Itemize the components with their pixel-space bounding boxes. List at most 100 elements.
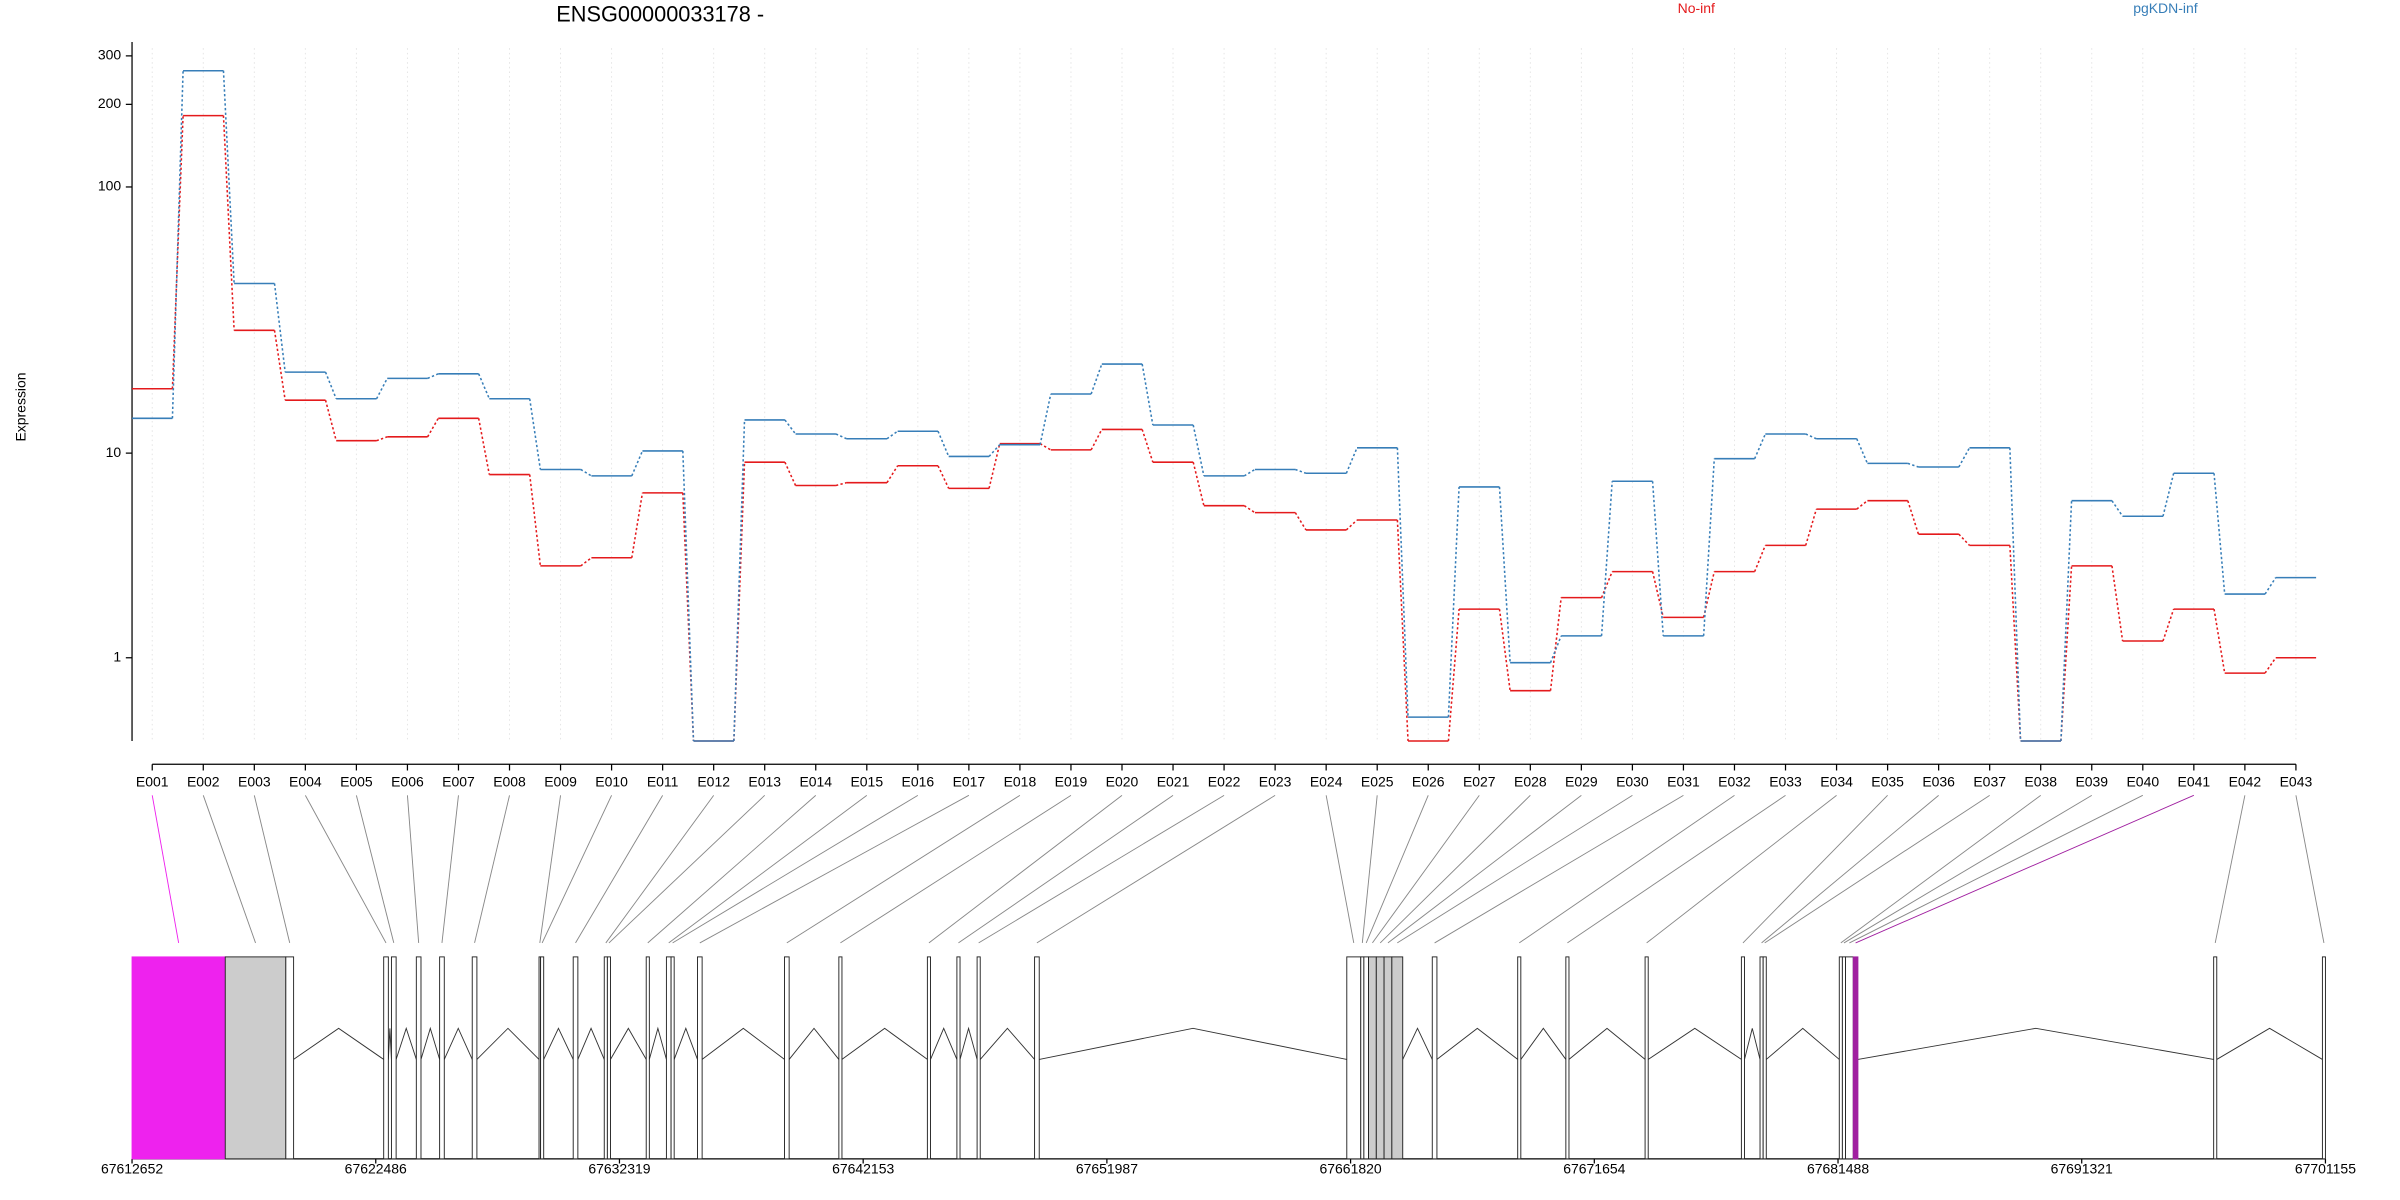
step-connector	[2213, 608, 2226, 674]
exon	[224, 956, 287, 1160]
intron	[841, 1027, 928, 1060]
x-tick-label: E016	[902, 774, 935, 790]
x-tick-label: E025	[1361, 774, 1394, 790]
y-tick-label: 200	[98, 95, 122, 111]
exon-link	[441, 795, 459, 943]
x-tick-label: E043	[2280, 774, 2313, 790]
exon	[1852, 956, 1859, 1160]
exon-link	[151, 795, 180, 943]
exon	[838, 956, 843, 1160]
step-connector	[835, 433, 847, 440]
genome-tick-label: 67651987	[1076, 1160, 1138, 1176]
exon	[784, 956, 790, 1160]
step-connector	[2162, 608, 2175, 642]
x-tick-label: E036	[1922, 774, 1955, 790]
intron	[610, 1027, 647, 1060]
step-connector	[171, 70, 184, 419]
genome-tick-label: 67632319	[588, 1160, 650, 1176]
genome-tick-label: 67661820	[1320, 1160, 1382, 1176]
step-connector	[1907, 500, 1920, 535]
x-tick-label: E004	[289, 774, 322, 790]
step-connector	[1958, 447, 1971, 468]
x-tick-label: E005	[340, 774, 373, 790]
x-tick-label: E010	[595, 774, 628, 790]
exon	[285, 956, 295, 1160]
y-tick-label: 100	[98, 178, 122, 194]
step-connector	[1651, 481, 1665, 636]
step-connector	[477, 373, 491, 400]
exon	[2213, 956, 2218, 1160]
exon	[1517, 956, 1522, 1160]
step-connector	[324, 371, 337, 400]
step-connector	[2060, 500, 2073, 742]
x-tick-label: E030	[1616, 774, 1649, 790]
step-connector	[171, 115, 184, 389]
exon-link	[1849, 794, 2144, 944]
x-tick-label: E017	[953, 774, 986, 790]
x-tick-label: E013	[748, 774, 781, 790]
exon-link	[1646, 794, 1837, 944]
step-connector	[1345, 519, 1358, 531]
intron	[476, 1027, 540, 1060]
intron	[979, 1027, 1035, 1060]
genome-tick-label: 67642153	[832, 1160, 894, 1176]
exon	[1363, 956, 1369, 1160]
exon	[390, 956, 397, 1160]
exon-link	[958, 794, 1174, 944]
x-tick-label: E035	[1871, 774, 1904, 790]
exon	[670, 956, 675, 1160]
intron	[1520, 1027, 1567, 1060]
intron	[395, 1026, 417, 1060]
intron	[701, 1027, 785, 1060]
exon	[645, 956, 650, 1160]
exon-link	[1764, 794, 1990, 944]
step-connector	[733, 419, 746, 741]
exon	[1034, 956, 1040, 1160]
exon	[1391, 956, 1404, 1160]
intron	[1744, 1028, 1761, 1060]
x-tick-label: E001	[136, 774, 169, 790]
step-connector	[222, 70, 235, 284]
exon	[926, 956, 931, 1160]
genome-tick-label: 67612652	[101, 1160, 163, 1176]
step-connector	[1447, 486, 1460, 718]
x-tick-label: E037	[1973, 774, 2006, 790]
step-connector	[1192, 462, 1205, 506]
step-connector	[1090, 363, 1103, 395]
step-connector	[1447, 609, 1460, 742]
step-connector	[2213, 473, 2226, 595]
step-connector	[528, 474, 542, 566]
exon-link	[1742, 795, 1888, 944]
x-tick-label: E032	[1718, 774, 1751, 790]
intron	[1402, 1027, 1433, 1060]
exon	[606, 956, 611, 1160]
step-connector	[376, 436, 388, 442]
intron	[1765, 1027, 1840, 1060]
x-tick-label: E028	[1514, 774, 1547, 790]
step-connector	[1549, 635, 1562, 663]
x-tick-label: E024	[1310, 774, 1343, 790]
x-tick-label: E006	[391, 774, 424, 790]
exon	[383, 956, 389, 1160]
step-connector	[988, 443, 1001, 489]
x-tick-label: E011	[647, 774, 679, 790]
x-tick-label: E007	[442, 774, 475, 790]
intron	[387, 1028, 392, 1060]
step-connector	[426, 417, 439, 438]
intron	[2216, 1027, 2323, 1060]
step-connector	[1090, 429, 1103, 451]
step-connector	[1294, 512, 1307, 531]
step-connector	[528, 398, 542, 470]
x-tick-label: E040	[2126, 774, 2159, 790]
step-connector	[886, 430, 899, 440]
x-tick-label: E031	[1667, 774, 1700, 790]
step-connector	[784, 419, 797, 435]
exon	[603, 956, 608, 1160]
exon-link	[1325, 795, 1355, 943]
y-axis-label: Expression	[12, 372, 28, 441]
exon	[2321, 956, 2326, 1160]
intron	[420, 1026, 441, 1060]
step-connector	[1039, 393, 1052, 445]
x-tick-label: E042	[2229, 774, 2262, 790]
legend-entry: No-inf	[1678, 0, 1715, 16]
